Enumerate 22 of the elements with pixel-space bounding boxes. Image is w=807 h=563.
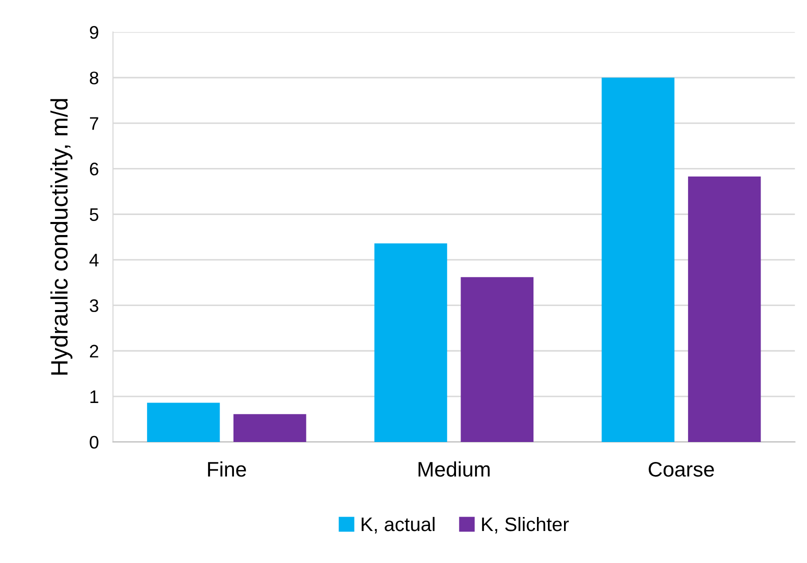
- bar: [374, 243, 448, 442]
- y-tick-label: 5: [90, 208, 98, 221]
- x-tick-label: Coarse: [648, 462, 714, 477]
- y-tick-label: 8: [90, 72, 98, 84]
- y-axis-title: Hydraulic conductivity, m/d: [50, 99, 72, 375]
- y-tick-label: 7: [90, 117, 98, 130]
- y-tick-label: 0: [90, 436, 98, 449]
- bar: [460, 277, 534, 442]
- legend-label: K, Slichter: [482, 516, 569, 534]
- x-tick-label: Fine: [208, 461, 246, 477]
- bar: [688, 176, 761, 442]
- y-tick-label: 2: [90, 344, 98, 358]
- bar: [147, 402, 220, 442]
- y-tick-label: 4: [89, 254, 99, 266]
- bar: [233, 414, 306, 442]
- y-tick-label: 1: [90, 390, 98, 403]
- y-tick-label: 3: [90, 299, 98, 312]
- y-tick-label: 9: [90, 26, 98, 39]
- legend-label: K, actual: [362, 516, 434, 534]
- y-tick-label: 6: [90, 162, 98, 176]
- x-tick-label: Medium: [418, 461, 490, 477]
- bar: [602, 78, 674, 442]
